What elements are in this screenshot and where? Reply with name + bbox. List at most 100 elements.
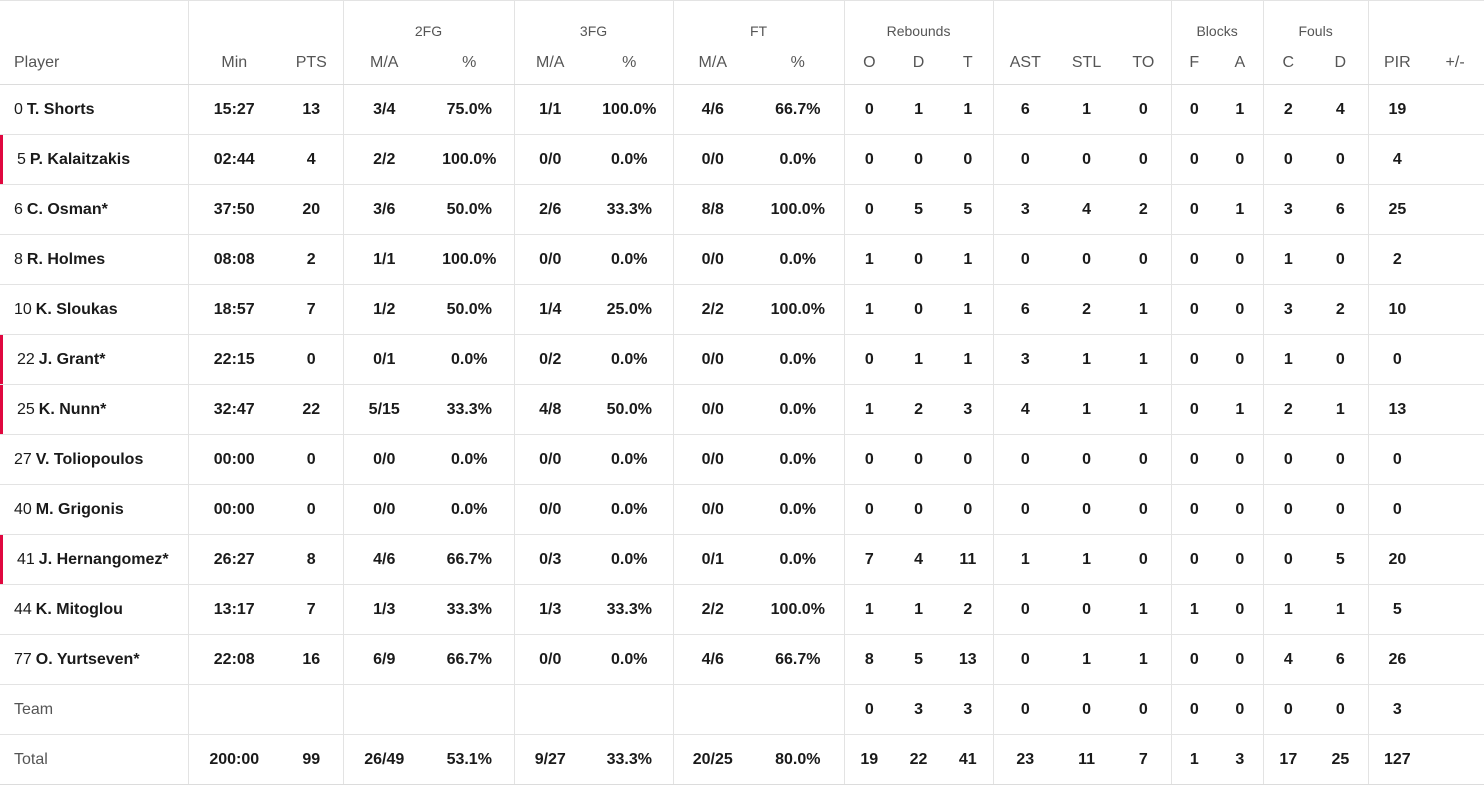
col-header-3fg-pct[interactable]: % (586, 41, 674, 85)
col-header-pts[interactable]: PTS (280, 41, 344, 85)
player-number: 22 (17, 350, 35, 368)
player-name[interactable]: P. Kalaitzakis (29, 150, 131, 168)
player-number: 8 (14, 250, 23, 268)
player-cell[interactable]: 6 C. Osman* (0, 184, 189, 235)
player-cell[interactable]: 0 T. Shorts (0, 84, 189, 135)
cell-3fg-ma: 0/3 (514, 534, 587, 585)
cell-3fg-ma: 2/6 (514, 184, 587, 235)
cell-foul-c: 1 (1263, 584, 1314, 635)
col-header-blk-a[interactable]: A (1217, 41, 1264, 85)
cell-to: 1 (1116, 384, 1172, 435)
player-name[interactable]: K. Mitoglou (35, 600, 123, 618)
player-name[interactable]: J. Hernangomez* (38, 550, 169, 568)
col-header-stl[interactable]: STL (1057, 41, 1117, 85)
col-header-ft-pct[interactable]: % (752, 41, 845, 85)
cell-reb-t: 5 (943, 184, 994, 235)
col-header-ast[interactable]: AST (993, 41, 1058, 85)
cell-plus-minus (1426, 184, 1484, 235)
cell-reb-d: 5 (894, 634, 944, 685)
cell-to: 0 (1116, 534, 1172, 585)
player-row[interactable]: 8 R. Holmes 08:08 2 1/1 100.0% 0/0 0.0% 0/0 0.0% 1… (0, 234, 1484, 285)
player-name[interactable]: M. Grigonis (35, 500, 124, 518)
col-header-min[interactable]: Min (188, 41, 280, 85)
cell-blk-a: 0 (1217, 684, 1264, 735)
player-cell[interactable]: 44 K. Mitoglou (0, 584, 189, 635)
cell-reb-t: 41 (943, 734, 994, 785)
cell-foul-d: 0 (1313, 334, 1369, 385)
player-name[interactable]: V. Toliopoulos (35, 450, 144, 468)
player-cell[interactable]: 10 K. Sloukas (0, 284, 189, 335)
player-name[interactable]: O. Yurtseven* (35, 650, 140, 668)
cell-blk-f: 0 (1171, 234, 1218, 285)
col-header-2fg-ma[interactable]: M/A (343, 41, 425, 85)
table-body: 0 T. Shorts 15:27 13 3/4 75.0% 1/1 100.0% 4/6 66.… (0, 84, 1484, 785)
player-number: 5 (17, 150, 26, 168)
player-cell[interactable]: 41 J. Hernangomez* (0, 534, 189, 585)
col-header-foul-c[interactable]: C (1263, 41, 1314, 85)
cell-2fg-pct: 66.7% (425, 634, 515, 685)
cell-pir: 13 (1368, 384, 1427, 435)
col-header-2fg-pct[interactable]: % (425, 41, 515, 85)
col-header-3fg-ma[interactable]: M/A (514, 41, 587, 85)
cell-3fg-ma: 1/3 (514, 584, 587, 635)
col-header-foul-d[interactable]: D (1313, 41, 1369, 85)
col-header-reb-d[interactable]: D (894, 41, 944, 85)
cell-3fg-ma: 0/0 (514, 634, 587, 685)
player-row[interactable]: 77 O. Yurtseven* 22:08 16 6/9 66.7% 0/0 0.0% 4/6… (0, 634, 1484, 685)
cell-3fg-ma: 1/1 (514, 84, 587, 135)
player-cell[interactable]: 77 O. Yurtseven* (0, 634, 189, 685)
player-name[interactable]: R. Holmes (26, 250, 106, 268)
col-header-to[interactable]: TO (1116, 41, 1172, 85)
player-row[interactable]: 10 K. Sloukas 18:57 7 1/2 50.0% 1/4 25.0% 2/2 100… (0, 284, 1484, 335)
cell-ft-pct: 100.0% (752, 184, 845, 235)
cell-min: 37:50 (188, 184, 280, 235)
cell-3fg-pct: 50.0% (586, 384, 674, 435)
player-cell[interactable]: 8 R. Holmes (0, 234, 189, 285)
cell-2fg-pct: 100.0% (425, 234, 515, 285)
col-header-pir[interactable]: PIR (1368, 41, 1427, 85)
player-cell[interactable]: 40 M. Grigonis (0, 484, 189, 535)
player-cell[interactable]: 22 J. Grant* (0, 334, 189, 385)
col-header-reb-t[interactable]: T (943, 41, 994, 85)
player-cell[interactable]: 5 P. Kalaitzakis (0, 134, 189, 185)
player-name[interactable]: T. Shorts (26, 100, 95, 118)
cell-ast: 3 (993, 334, 1058, 385)
player-name[interactable]: K. Nunn* (38, 400, 107, 418)
player-row[interactable]: 0 T. Shorts 15:27 13 3/4 75.0% 1/1 100.0% 4/6 66.… (0, 84, 1484, 135)
player-cell[interactable]: 27 V. Toliopoulos (0, 434, 189, 485)
cell-ft-ma: 20/25 (673, 734, 753, 785)
player-row[interactable]: 40 M. Grigonis 00:00 0 0/0 0.0% 0/0 0.0% 0/0 0.0%… (0, 484, 1484, 535)
cell-foul-d: 25 (1313, 734, 1369, 785)
player-row[interactable]: 25 K. Nunn* 32:47 22 5/15 33.3% 4/8 50.0% 0/0 0.0… (0, 384, 1484, 435)
cell-blk-a: 0 (1217, 284, 1264, 335)
col-header-blk-f[interactable]: F (1171, 41, 1218, 85)
cell-to: 1 (1116, 334, 1172, 385)
col-header-reb-o[interactable]: O (844, 41, 895, 85)
player-cell[interactable]: 25 K. Nunn* (0, 384, 189, 435)
cell-min: 18:57 (188, 284, 280, 335)
col-header-player[interactable]: Player (0, 41, 189, 85)
cell-3fg-pct: 0.0% (586, 634, 674, 685)
cell-reb-t: 1 (943, 334, 994, 385)
col-header-ft-ma[interactable]: M/A (673, 41, 753, 85)
cell-to: 0 (1116, 684, 1172, 735)
player-name[interactable]: K. Sloukas (35, 300, 118, 318)
cell-3fg-ma: 1/4 (514, 284, 587, 335)
cell-3fg-pct: 100.0% (586, 84, 674, 135)
cell-to: 7 (1116, 734, 1172, 785)
player-name[interactable]: J. Grant* (38, 350, 106, 368)
cell-ft-pct: 66.7% (752, 84, 845, 135)
player-row[interactable]: 27 V. Toliopoulos 00:00 0 0/0 0.0% 0/0 0.0% 0/0 0… (0, 434, 1484, 485)
cell-ft-pct: 0.0% (752, 234, 845, 285)
player-row[interactable]: 41 J. Hernangomez* 26:27 8 4/6 66.7% 0/3 0.0% 0/… (0, 534, 1484, 585)
cell-reb-o: 1 (844, 234, 895, 285)
player-row[interactable]: 6 C. Osman* 37:50 20 3/6 50.0% 2/6 33.3% 8/8 100.… (0, 184, 1484, 235)
player-row[interactable]: 22 J. Grant* 22:15 0 0/1 0.0% 0/2 0.0% 0/0 0.0% 0 1… (0, 334, 1484, 385)
player-row[interactable]: 44 K. Mitoglou 13:17 7 1/3 33.3% 1/3 33.3% 2/2 10… (0, 584, 1484, 635)
cell-pts: 0 (280, 434, 344, 485)
player-row[interactable]: 5 P. Kalaitzakis 02:44 4 2/2 100.0% 0/0 0.0% 0/0… (0, 134, 1484, 185)
cell-blk-a: 1 (1217, 184, 1264, 235)
col-header-plus-minus[interactable]: +/- (1426, 41, 1484, 85)
cell-ft-pct: 0.0% (752, 334, 845, 385)
player-name[interactable]: C. Osman* (26, 200, 108, 218)
